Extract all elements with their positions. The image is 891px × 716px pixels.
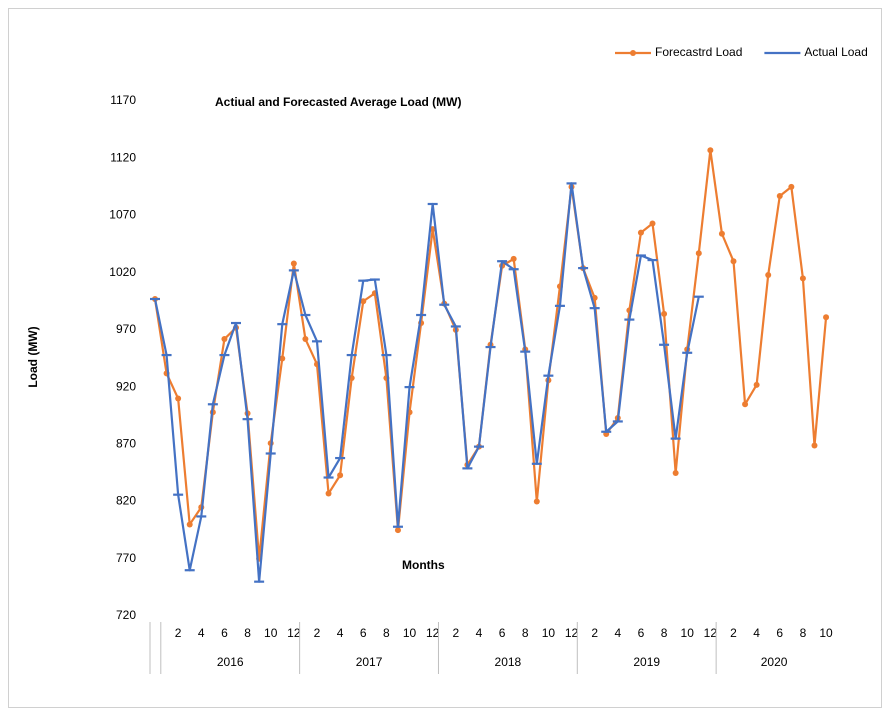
point-marker [742, 401, 749, 408]
x-tick-label: 10 [819, 626, 833, 640]
point-marker [765, 271, 772, 278]
point-marker [718, 230, 725, 237]
y-tick-label: 1170 [110, 93, 136, 107]
point-marker [649, 220, 656, 227]
y-tick-label: 1070 [109, 208, 136, 222]
point-marker [823, 314, 830, 321]
x-tick-label: 12 [704, 626, 718, 640]
x-annotation: Months [402, 558, 445, 572]
x-tick-label: 6 [221, 626, 228, 640]
x-tick-label: 4 [476, 626, 483, 640]
legend-marker [630, 50, 636, 56]
x-tick-label: 2 [730, 626, 737, 640]
x-tick-label: 6 [776, 626, 783, 640]
point-marker [360, 298, 367, 305]
legend-label: Forecastrd Load [655, 45, 742, 59]
point-marker [776, 192, 783, 199]
point-marker [290, 260, 297, 267]
point-marker [175, 395, 182, 402]
y-tick-label: 820 [116, 494, 136, 508]
year-label: 2018 [495, 655, 522, 669]
x-tick-label: 10 [681, 626, 695, 640]
x-tick-label: 6 [499, 626, 506, 640]
x-tick-label: 6 [360, 626, 367, 640]
x-tick-label: 4 [198, 626, 205, 640]
point-marker [186, 521, 193, 528]
point-marker [302, 336, 309, 343]
year-label: 2019 [633, 655, 660, 669]
x-tick-label: 2 [591, 626, 598, 640]
series-line [153, 182, 700, 583]
point-marker [695, 250, 702, 257]
point-marker [394, 527, 401, 534]
point-marker [811, 442, 818, 449]
y-tick-label: 970 [116, 322, 136, 336]
y-tick-label: 1120 [110, 150, 136, 164]
x-tick-label: 2 [175, 626, 182, 640]
y-tick-label: 1020 [109, 265, 136, 279]
x-tick-label: 4 [614, 626, 621, 640]
x-tick-label: 12 [565, 626, 579, 640]
point-marker [279, 355, 286, 362]
point-marker [637, 229, 644, 236]
year-label: 2020 [761, 655, 788, 669]
x-tick-label: 8 [383, 626, 390, 640]
x-tick-label: 10 [403, 626, 417, 640]
point-marker [325, 490, 332, 497]
x-tick-label: 8 [522, 626, 529, 640]
x-tick-label: 2 [314, 626, 321, 640]
chart-title: Actiual and Forecasted Average Load (MW) [215, 95, 462, 109]
y-tick-label: 920 [116, 379, 136, 393]
point-marker [707, 147, 714, 154]
point-marker [337, 472, 344, 479]
y-axis-label: Load (MW) [26, 326, 40, 387]
x-tick-label: 8 [661, 626, 668, 640]
point-marker [533, 498, 540, 505]
x-tick-label: 10 [264, 626, 278, 640]
point-marker [672, 469, 679, 476]
x-tick-label: 8 [800, 626, 807, 640]
x-tick-label: 10 [542, 626, 556, 640]
point-marker [730, 258, 737, 265]
point-marker [510, 255, 517, 262]
legend-label: Actual Load [804, 45, 867, 59]
point-marker [788, 183, 795, 190]
x-tick-label: 12 [287, 626, 301, 640]
point-marker [221, 336, 228, 343]
x-tick-label: 12 [426, 626, 440, 640]
x-tick-label: 2 [452, 626, 459, 640]
x-tick-label: 4 [337, 626, 344, 640]
y-tick-label: 720 [116, 608, 136, 622]
year-label: 2017 [356, 655, 383, 669]
x-tick-label: 6 [638, 626, 645, 640]
point-marker [753, 381, 760, 388]
x-tick-label: 4 [753, 626, 760, 640]
year-label: 2016 [217, 655, 244, 669]
point-marker [661, 310, 668, 317]
x-tick-label: 8 [244, 626, 251, 640]
y-tick-label: 770 [116, 551, 136, 565]
point-marker [799, 275, 806, 282]
chart-border [8, 8, 882, 708]
y-tick-label: 870 [116, 437, 136, 451]
